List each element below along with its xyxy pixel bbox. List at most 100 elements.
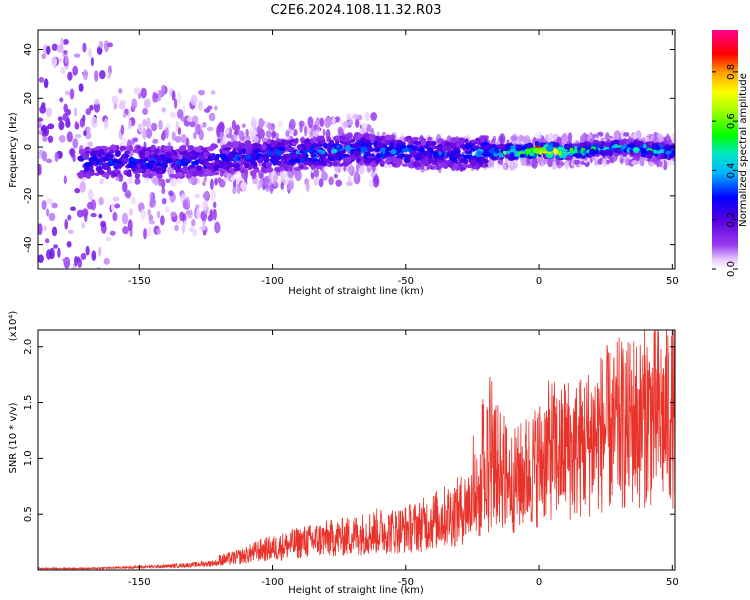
heatmap-cell <box>180 116 186 122</box>
heatmap-cell <box>221 149 230 155</box>
heatmap-cell <box>397 141 406 146</box>
heatmap-cell <box>62 112 69 122</box>
heatmap-cell <box>103 257 111 265</box>
heatmap-cell <box>442 145 447 152</box>
heatmap-cell <box>265 187 270 192</box>
heatmap-cell <box>203 176 207 183</box>
heatmap-cell <box>133 137 139 143</box>
heatmap-cell <box>450 141 458 148</box>
heatmap-cell <box>74 255 78 267</box>
heatmap-cell <box>57 58 62 63</box>
heatmap-cell <box>564 161 569 171</box>
heatmap-cell <box>94 158 100 165</box>
heatmap-cell <box>194 123 200 135</box>
heatmap-cell <box>38 223 43 236</box>
heatmap-cell <box>414 156 421 161</box>
heatmap-cell <box>613 140 618 145</box>
heatmap-cell <box>363 132 370 139</box>
heatmap-cell <box>174 135 182 143</box>
heatmap-cell <box>161 198 167 205</box>
heatmap-cell <box>391 162 397 167</box>
heatmap-cell <box>119 145 127 151</box>
heatmap-cell <box>115 151 121 158</box>
heatmap-cell <box>263 175 270 187</box>
heatmap-cell <box>177 91 182 104</box>
colorbar-gradient <box>712 30 738 269</box>
heatmap-cell <box>179 145 186 152</box>
heatmap-cell <box>204 108 211 113</box>
heatmap-cell <box>82 69 89 81</box>
heatmap-cell <box>49 247 55 260</box>
y-tick-label: 1.5 <box>23 395 34 411</box>
heatmap-cell <box>412 161 419 168</box>
heatmap-cell <box>202 230 207 236</box>
heatmap-cell <box>214 177 219 186</box>
heatmap-cell <box>358 165 365 175</box>
heatmap-cell <box>240 181 248 191</box>
heatmap-cell <box>244 140 252 146</box>
heatmap-cell <box>189 121 196 128</box>
heatmap-cell <box>331 116 336 126</box>
heatmap-cell <box>304 160 309 166</box>
heatmap-cell <box>165 178 171 183</box>
heatmap-cell <box>103 40 110 53</box>
x-tick-label: 50 <box>666 276 679 287</box>
heatmap-cell <box>285 130 290 137</box>
heatmap-cell <box>464 142 472 150</box>
heatmap-cell <box>558 150 562 157</box>
heatmap-cell <box>97 165 103 171</box>
y-tick-label: 0 <box>23 144 34 150</box>
heatmap-cell <box>40 124 48 137</box>
heatmap-cell <box>338 163 344 167</box>
heatmap-cell <box>278 120 284 128</box>
heatmap-cell <box>472 145 480 149</box>
heatmap-cell <box>332 160 338 167</box>
heatmap-cell <box>74 121 78 129</box>
heatmap-cell <box>355 162 360 173</box>
heatmap-cell <box>38 129 43 135</box>
heatmap-cell <box>383 153 388 157</box>
heatmap-cell <box>232 186 237 195</box>
heatmap-cell <box>355 119 360 128</box>
heatmap-cell <box>104 118 109 130</box>
heatmap-cell <box>515 144 523 152</box>
heatmap-cell <box>375 158 381 164</box>
heatmap-cell <box>376 152 381 159</box>
heatmap-cell <box>519 153 525 158</box>
heatmap-cell <box>263 154 269 161</box>
heatmap-cell <box>98 246 102 257</box>
heatmap-cell <box>45 238 50 244</box>
heatmap-cell <box>46 208 50 217</box>
heatmap-cell <box>194 193 200 199</box>
heatmap-cell <box>525 162 532 167</box>
heatmap-cell <box>46 198 53 204</box>
heatmap-cell <box>143 228 147 240</box>
heatmap-cell <box>204 157 210 163</box>
heatmap-cell <box>201 212 207 223</box>
heatmap-cell <box>545 145 554 152</box>
heatmap-cell <box>482 141 489 146</box>
heatmap-cell <box>328 176 335 186</box>
heatmap-cell <box>213 164 218 171</box>
heatmap-cell <box>160 179 166 189</box>
heatmap-cell <box>142 118 147 127</box>
heatmap-cell <box>577 153 583 158</box>
heatmap-cell <box>353 150 361 156</box>
heatmap-cell <box>244 162 250 169</box>
heatmap-cell <box>663 153 668 159</box>
heatmap-cell <box>347 175 352 182</box>
heatmap-cell <box>494 149 500 154</box>
heatmap-cell <box>245 143 252 150</box>
heatmap-cell <box>470 139 478 144</box>
heatmap-cell <box>420 163 425 170</box>
heatmap-cell <box>324 117 331 129</box>
heatmap-cell <box>531 157 538 169</box>
heatmap-cell <box>160 144 166 151</box>
heatmap-cell <box>202 181 206 187</box>
heatmap-cell <box>273 180 278 187</box>
heatmap-cell <box>364 157 371 164</box>
heatmap-cell <box>99 178 105 185</box>
heatmap-cell <box>145 117 151 129</box>
heatmap-cell <box>300 137 305 142</box>
heatmap-cell <box>314 120 321 126</box>
